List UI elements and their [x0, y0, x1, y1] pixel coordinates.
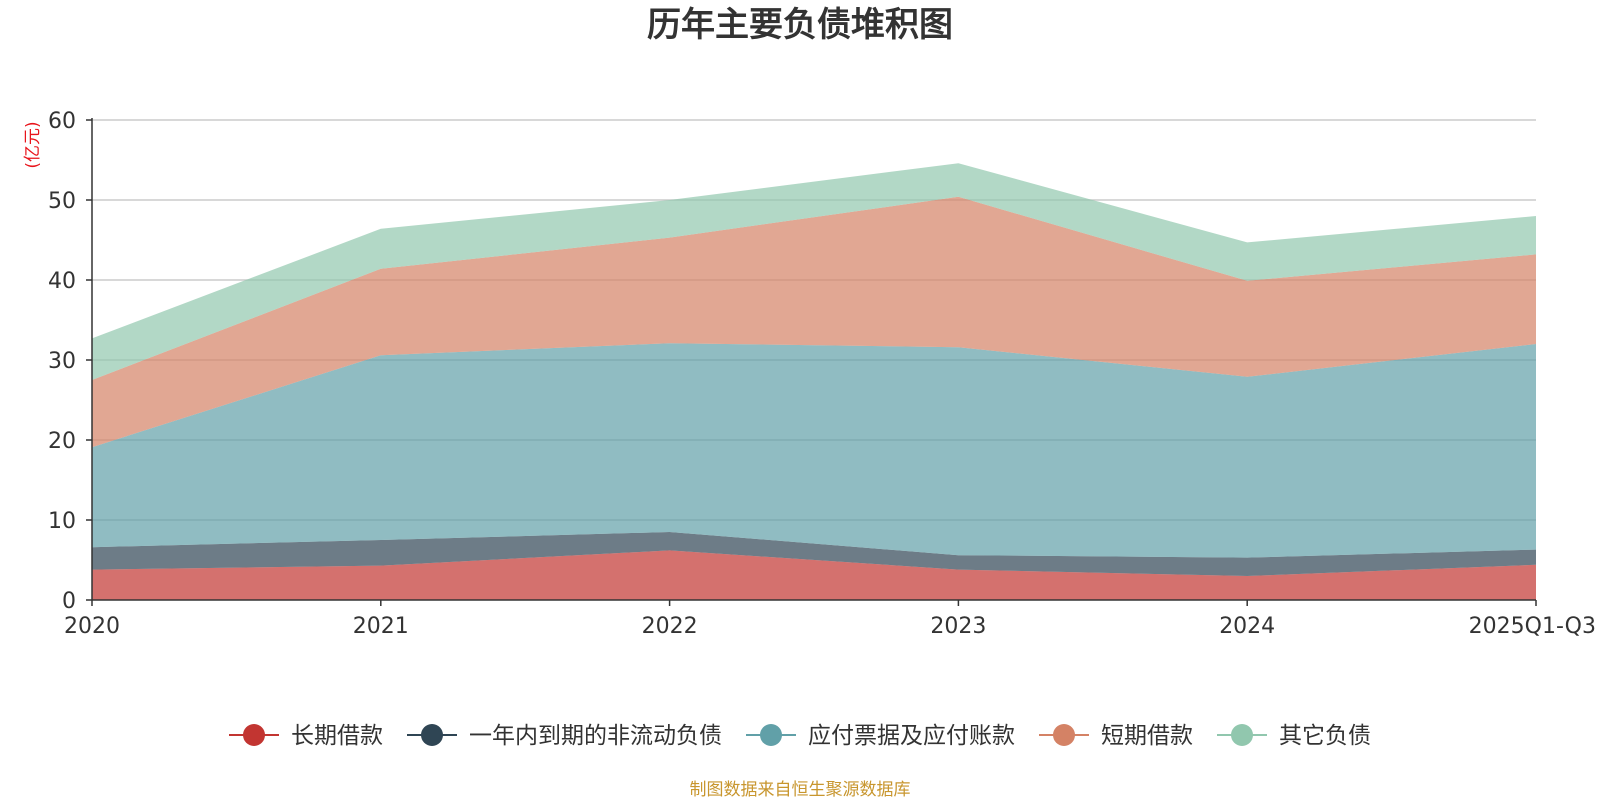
x-tick-label: 2022: [642, 614, 698, 639]
legend-marker-icon: [1231, 724, 1253, 746]
x-tick-label: 2020: [64, 614, 120, 639]
axes: 0 10 20 30 40 50 60 2020 2021 2022 2023 2024 2025Q1-…: [48, 109, 1596, 639]
y-tick-label: 50: [48, 189, 76, 214]
legend-marker-icon: [243, 724, 265, 746]
area-series-3[interactable]: [92, 343, 1536, 558]
x-tick-label: 2024: [1219, 614, 1275, 639]
y-tick-label: 60: [48, 109, 76, 134]
y-tick-label: 40: [48, 269, 76, 294]
legend-item-1[interactable]: 长期借款: [229, 723, 383, 749]
y-tick-label: 20: [48, 429, 76, 454]
x-tick-label: 2021: [353, 614, 409, 639]
legend-item-5[interactable]: 其它负债: [1217, 723, 1371, 749]
legend-label: 一年内到期的非流动负债: [469, 723, 722, 749]
chart-title: 历年主要负债堆积图: [647, 5, 953, 45]
legend-item-2[interactable]: 一年内到期的非流动负债: [407, 723, 722, 749]
legend-marker-icon: [760, 724, 782, 746]
legend[interactable]: 长期借款 一年内到期的非流动负债 应付票据及应付账款 短期借款 其它负债: [229, 723, 1371, 749]
legend-item-4[interactable]: 短期借款: [1039, 723, 1193, 749]
legend-marker-icon: [421, 724, 443, 746]
legend-label: 应付票据及应付账款: [808, 723, 1015, 749]
legend-label: 其它负债: [1279, 723, 1371, 749]
area-series-5[interactable]: [92, 163, 1536, 380]
legend-label: 长期借款: [291, 723, 383, 749]
area-series: [92, 163, 1536, 600]
y-tick-label: 0: [62, 589, 76, 614]
y-tick-label: 30: [48, 349, 76, 374]
area-series-2[interactable]: [92, 532, 1536, 576]
area-series-4[interactable]: [92, 196, 1536, 448]
y-axis-unit-label: (亿元): [23, 121, 43, 168]
legend-item-3[interactable]: 应付票据及应付账款: [746, 723, 1015, 749]
x-tick-label: 2025Q1-Q3: [1469, 614, 1596, 639]
legend-marker-icon: [1053, 724, 1075, 746]
data-source-note: 制图数据来自恒生聚源数据库: [690, 780, 911, 800]
x-tick-label: 2023: [930, 614, 986, 639]
legend-label: 短期借款: [1101, 723, 1193, 749]
area-series-1[interactable]: [92, 550, 1536, 600]
y-tick-label: 10: [48, 509, 76, 534]
